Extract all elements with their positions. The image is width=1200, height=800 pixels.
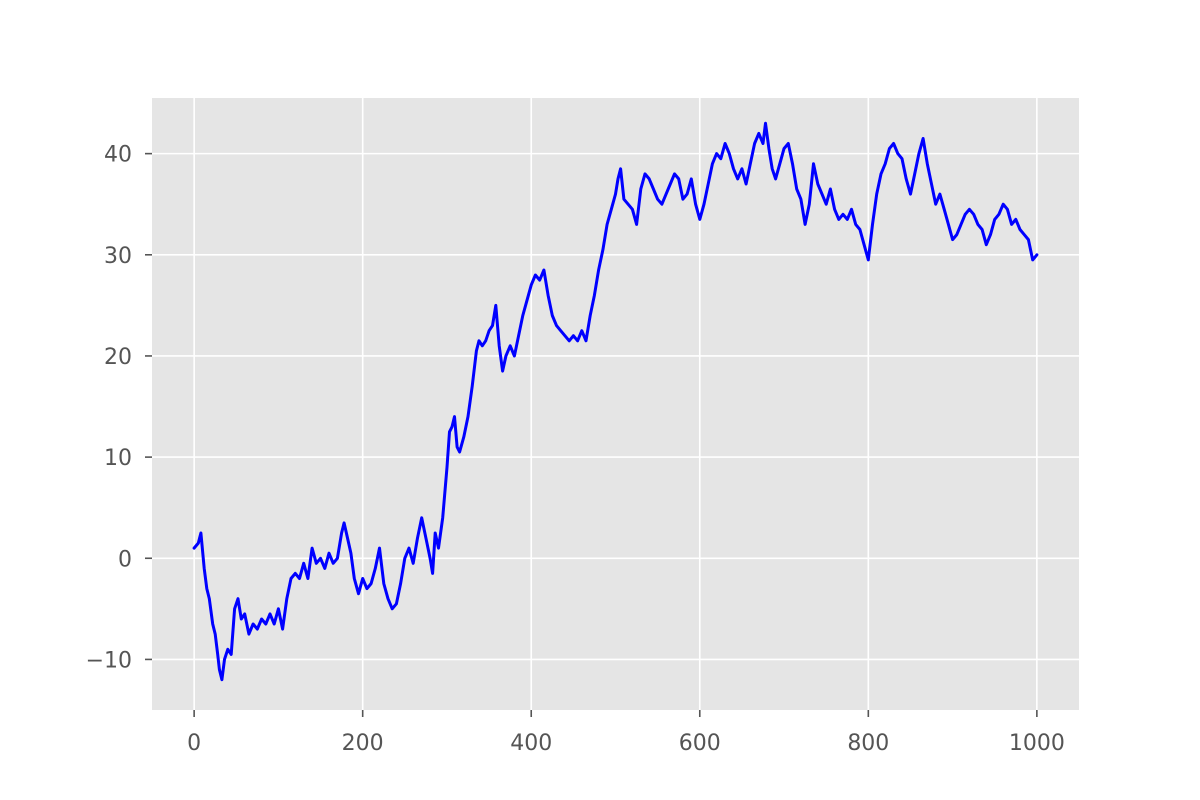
- y-axis-ticks: −10 0 10 20 30 40: [86, 143, 152, 673]
- x-tick-label: 400: [510, 731, 552, 756]
- x-tick-label: 800: [847, 731, 889, 756]
- x-tick-label: 600: [679, 731, 721, 756]
- grid-lines: [152, 98, 1079, 710]
- y-tick-label: 0: [118, 547, 132, 572]
- y-tick-label: −10: [86, 648, 132, 673]
- y-tick-label: 30: [104, 244, 132, 269]
- y-tick-label: 40: [104, 143, 132, 168]
- series-line: [192, 121, 1039, 682]
- series-layer: [192, 121, 1039, 682]
- y-tick-label: 20: [104, 345, 132, 370]
- x-tick-label: 0: [187, 731, 201, 756]
- x-tick-label: 1000: [1009, 731, 1065, 756]
- x-axis-ticks: 0 200 400 600 800 1000: [187, 710, 1065, 756]
- plot-area: [152, 98, 1079, 710]
- y-tick-label: 10: [104, 446, 132, 471]
- x-tick-label: 200: [342, 731, 384, 756]
